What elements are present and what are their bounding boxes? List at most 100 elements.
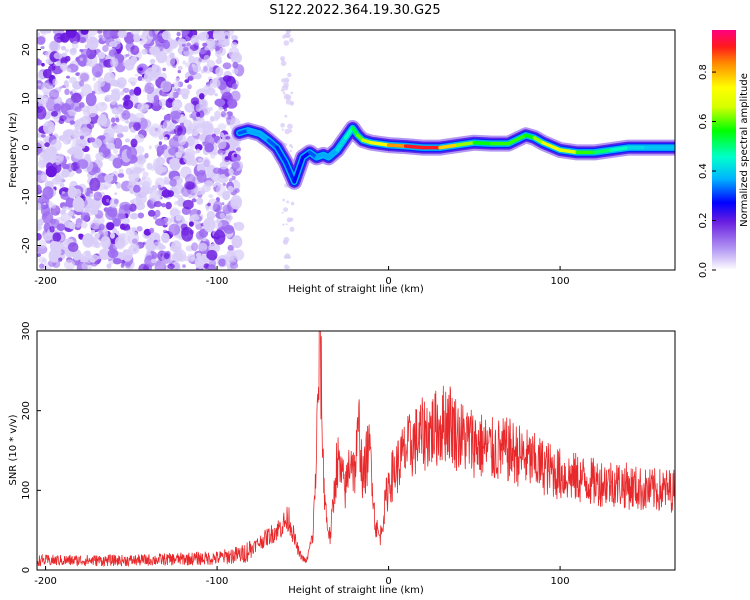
noise-blob: [289, 144, 293, 147]
noise-blob: [65, 156, 70, 160]
noise-blob: [171, 83, 175, 88]
noise-blob: [206, 30, 215, 42]
noise-blob: [135, 117, 142, 123]
noise-blob: [148, 30, 155, 37]
noise-blob: [38, 239, 47, 249]
noise-blob: [57, 249, 62, 255]
noise-blob: [37, 94, 43, 101]
noise-blob: [154, 218, 166, 227]
noise-blob: [77, 159, 89, 170]
noise-blob: [208, 194, 214, 199]
noise-blob: [163, 136, 168, 141]
noise-blob: [72, 148, 85, 160]
noise-blob: [150, 84, 155, 88]
spectrogram-x-ticks: -200 -100 0 100: [34, 266, 570, 287]
y-tick-label: 100: [21, 481, 32, 500]
noise-blob: [52, 78, 58, 86]
noise-blob: [112, 218, 121, 227]
noise-blob: [169, 178, 177, 187]
noise-blob: [179, 88, 190, 97]
noise-blob: [155, 156, 166, 166]
noise-blob: [89, 177, 101, 192]
noise-blob: [50, 203, 57, 209]
noise-blob: [91, 166, 101, 174]
noise-blob: [81, 261, 93, 270]
noise-blob: [68, 109, 77, 117]
noise-blob: [216, 139, 227, 150]
noise-blob: [53, 32, 65, 43]
noise-blob: [124, 94, 131, 100]
noise-blob: [289, 226, 295, 232]
noise-blob: [284, 264, 289, 270]
noise-blob: [42, 149, 54, 161]
noise-blob: [117, 173, 125, 178]
noise-blob: [289, 149, 292, 153]
chart-title: S122.2022.364.19.30.G25: [269, 3, 440, 18]
noise-blob: [48, 126, 54, 133]
noise-blob: [106, 263, 112, 269]
noise-blob: [196, 197, 204, 205]
noise-blob: [79, 135, 85, 140]
noise-blob: [162, 40, 171, 50]
noise-blob: [163, 179, 171, 185]
noise-blob: [98, 223, 105, 231]
noise-blob: [124, 59, 135, 71]
noise-blob: [37, 218, 44, 226]
noise-blob: [103, 207, 109, 213]
noise-blob: [145, 238, 157, 253]
track-core-segment: [558, 148, 579, 155]
noise-blob: [233, 208, 237, 213]
noise-blob: [182, 199, 194, 210]
noise-blob: [213, 200, 223, 213]
noise-blob: [103, 230, 109, 237]
colorbar-tick-label: 0.4: [698, 163, 709, 179]
noise-blob: [65, 84, 70, 88]
noise-blob: [190, 256, 196, 261]
colorbar: 0.0 0.2 0.4 0.6 0.8 Normalized spectral ampl…: [698, 30, 750, 278]
noise-blob: [282, 198, 286, 202]
noise-blob: [188, 55, 196, 65]
noise-blob: [231, 153, 241, 163]
noise-blob: [213, 184, 217, 187]
noise-blob: [281, 128, 284, 131]
noise-blob: [103, 30, 113, 40]
noise-blob: [60, 57, 68, 65]
noise-blob: [110, 173, 115, 177]
noise-blob: [39, 263, 45, 269]
noise-blob: [231, 83, 238, 90]
track-core-segment: [609, 145, 631, 152]
noise-blob: [37, 36, 46, 45]
noise-blob: [188, 194, 193, 199]
noise-blob: [37, 82, 42, 86]
noise-blob: [125, 262, 131, 268]
noise-blob: [97, 30, 103, 34]
noise-blob: [280, 123, 285, 128]
noise-blob: [287, 72, 292, 78]
x-tick-label: 0: [385, 576, 391, 587]
noise-blob: [69, 91, 73, 95]
noise-blob: [112, 157, 123, 169]
noise-blob: [169, 94, 174, 99]
noise-blob: [79, 127, 91, 136]
noise-blob: [141, 130, 145, 134]
noise-blob: [290, 101, 294, 105]
noise-blob: [153, 201, 162, 208]
noise-blob: [37, 32, 41, 37]
noise-blob: [198, 158, 203, 162]
noise-blob: [150, 166, 156, 171]
y-tick-label: 0: [21, 567, 32, 573]
noise-blob: [219, 212, 225, 219]
noise-blob: [58, 176, 64, 181]
noise-blob: [191, 63, 196, 68]
noise-blob: [81, 83, 92, 97]
noise-blob: [41, 174, 47, 182]
noise-blob: [224, 156, 231, 161]
noise-blob: [109, 208, 114, 212]
noise-blob: [97, 51, 106, 60]
track-core-segment: [343, 126, 355, 140]
noise-blob: [61, 46, 66, 51]
noise-blob: [182, 264, 186, 268]
noise-blob: [58, 135, 67, 142]
noise-blob: [66, 67, 72, 73]
noise-blob: [154, 209, 161, 218]
